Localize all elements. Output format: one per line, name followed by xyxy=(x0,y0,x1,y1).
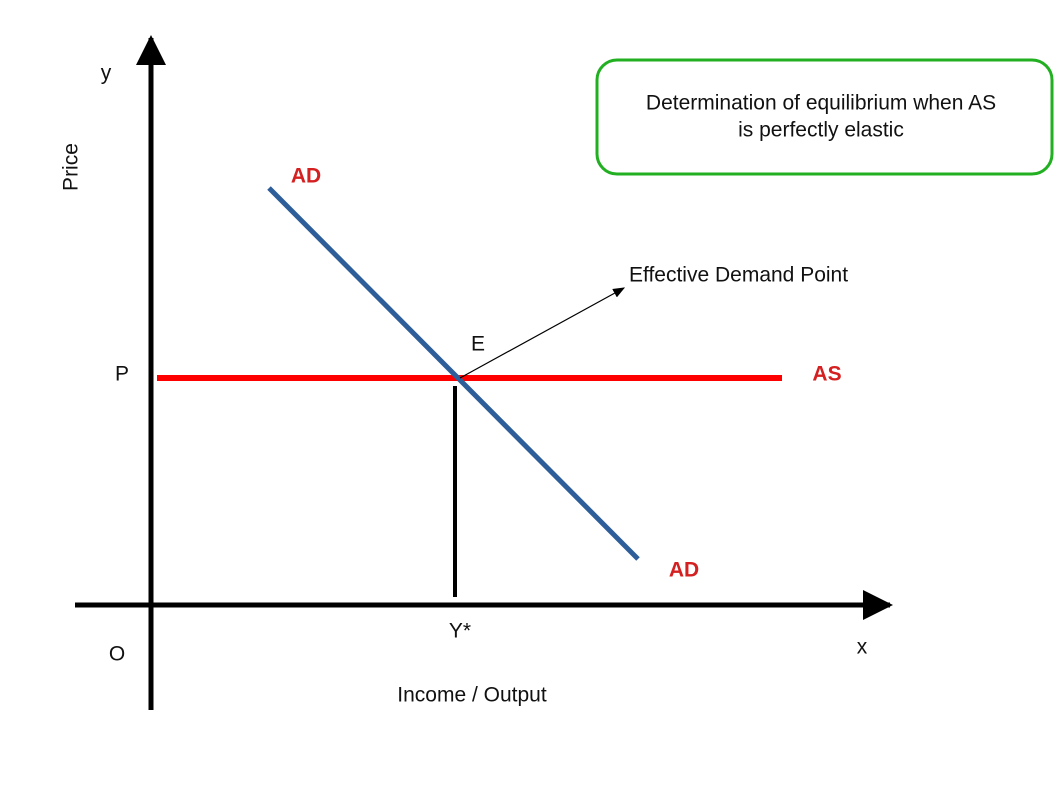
ad-label: AD xyxy=(669,559,699,582)
y-label: y xyxy=(101,62,112,85)
annotation-label: Effective Demand Point xyxy=(629,264,848,287)
income-label: Income / Output xyxy=(397,684,547,707)
title-line: Determination of equilibrium when AS xyxy=(646,92,996,115)
title-line: is perfectly elastic xyxy=(738,119,904,142)
price-label: Price xyxy=(60,143,83,191)
annotation-arrow xyxy=(459,287,626,379)
origin-label: O xyxy=(109,643,125,666)
output-label: Y* xyxy=(449,620,471,643)
x-label: x xyxy=(857,636,868,659)
ad-line xyxy=(267,186,640,561)
title-box xyxy=(595,58,1054,176)
as-label: AS xyxy=(812,363,841,386)
price-level-label: P xyxy=(115,363,129,386)
ad-label: AD xyxy=(291,165,321,188)
equilibrium-label: E xyxy=(471,333,485,356)
